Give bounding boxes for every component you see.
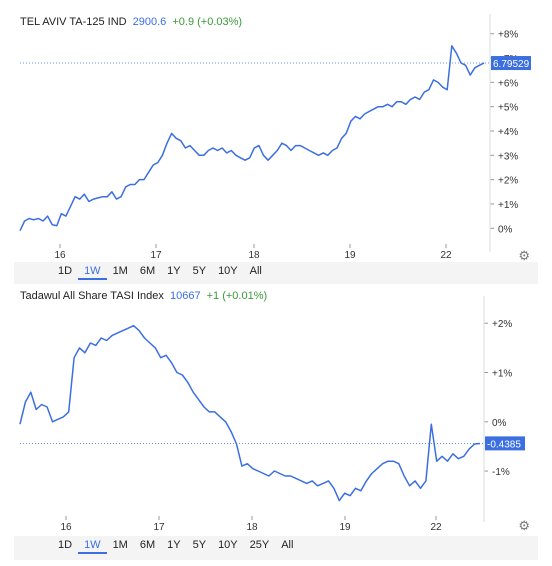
range-selector: 1D 1W 1M 6M 1Y 5Y 10Y All bbox=[52, 262, 268, 280]
y-tick-label: +4% bbox=[498, 127, 518, 138]
y-tick-label: +6% bbox=[498, 78, 518, 89]
range-all-button[interactable]: All bbox=[249, 265, 262, 277]
y-tick-label: +2% bbox=[492, 319, 512, 330]
last-value-label: 6.79529 bbox=[493, 59, 530, 70]
last-value-badge bbox=[485, 436, 525, 451]
chart-header: Tadawul All Share TASI Index 10667 +1 (+… bbox=[20, 290, 267, 302]
instrument-name: Tadawul All Share TASI Index bbox=[20, 290, 164, 302]
y-tick-label: +5% bbox=[498, 103, 518, 114]
series-line bbox=[19, 45, 485, 232]
range-5y-button[interactable]: 5Y bbox=[192, 265, 207, 277]
instrument-price: 2900.6 bbox=[132, 16, 167, 28]
ta125-chart-widget: TEL AVIV TA-125 IND 2900.6 +0.9 (+0.03%)… bbox=[14, 10, 538, 286]
y-tick-label: 0% bbox=[492, 418, 507, 429]
x-tick-label: 18 bbox=[246, 522, 258, 533]
range-1m-button[interactable]: 1M bbox=[112, 539, 128, 551]
range-1y-button[interactable]: 1Y bbox=[167, 539, 181, 551]
range-all-button[interactable]: All bbox=[281, 539, 294, 551]
chart-header: TEL AVIV TA-125 IND 2900.6 +0.9 (+0.03%) bbox=[20, 16, 242, 28]
range-toolbar bbox=[14, 262, 538, 286]
y-tick-label: +2% bbox=[498, 176, 518, 187]
range-1d-button[interactable]: 1D bbox=[58, 539, 73, 551]
range-1w-button[interactable]: 1W bbox=[78, 536, 107, 554]
x-tick-label: 16 bbox=[60, 522, 72, 533]
range-6m-button[interactable]: 6M bbox=[139, 265, 156, 277]
instrument-name: TEL AVIV TA-125 IND bbox=[20, 16, 127, 28]
instrument-change: +0.9 (+0.03%) bbox=[172, 16, 243, 28]
range-25y-button[interactable]: 25Y bbox=[249, 539, 270, 551]
range-10y-button[interactable]: 10Y bbox=[218, 265, 238, 277]
range-6m-button[interactable]: 6M bbox=[139, 539, 156, 551]
y-tick-label: -1% bbox=[492, 467, 510, 478]
range-selector: 1D 1W 1M 6M 1Y 5Y 10Y 25Y All bbox=[52, 536, 299, 554]
range-5y-button[interactable]: 5Y bbox=[192, 539, 207, 551]
range-1d-button[interactable]: 1D bbox=[58, 265, 73, 277]
x-tick-label: 17 bbox=[150, 250, 162, 261]
price-chart[interactable]: -1% 0% +1% +2% 16 17 18 19 22 -0.4385 bbox=[14, 284, 538, 536]
y-tick-label: +3% bbox=[498, 151, 518, 162]
y-tick-label: +1% bbox=[492, 369, 512, 380]
y-tick-label: +8% bbox=[498, 30, 518, 41]
last-value-label: -0.4385 bbox=[487, 439, 521, 450]
x-tick-label: 19 bbox=[344, 250, 356, 261]
last-value-badge bbox=[491, 56, 531, 71]
range-1w-button[interactable]: 1W bbox=[78, 262, 107, 280]
x-tick-label: 19 bbox=[339, 522, 351, 533]
x-tick-label: 17 bbox=[153, 522, 165, 533]
y-tick-label: +1% bbox=[498, 200, 518, 211]
gear-icon[interactable]: ⚙ bbox=[518, 518, 530, 533]
x-tick-label: 22 bbox=[430, 522, 442, 533]
price-chart[interactable]: 0%+1%+2%+3%+4%+5%+6%+7%+8%16171819226.79… bbox=[14, 10, 538, 262]
series-line bbox=[19, 324, 481, 502]
x-tick-label: 18 bbox=[248, 250, 260, 261]
range-toolbar bbox=[14, 536, 538, 560]
y-tick-label: 0% bbox=[498, 224, 513, 235]
range-1y-button[interactable]: 1Y bbox=[167, 265, 181, 277]
instrument-price: 10667 bbox=[169, 290, 201, 302]
instrument-change: +1 (+0.01%) bbox=[206, 290, 268, 302]
x-tick-label: 16 bbox=[54, 250, 66, 261]
range-10y-button[interactable]: 10Y bbox=[218, 539, 238, 551]
x-tick-label: 22 bbox=[440, 250, 452, 261]
range-1m-button[interactable]: 1M bbox=[112, 265, 128, 277]
gear-icon[interactable]: ⚙ bbox=[518, 248, 530, 263]
tasi-chart-widget: Tadawul All Share TASI Index 10667 +1 (+… bbox=[14, 284, 538, 560]
